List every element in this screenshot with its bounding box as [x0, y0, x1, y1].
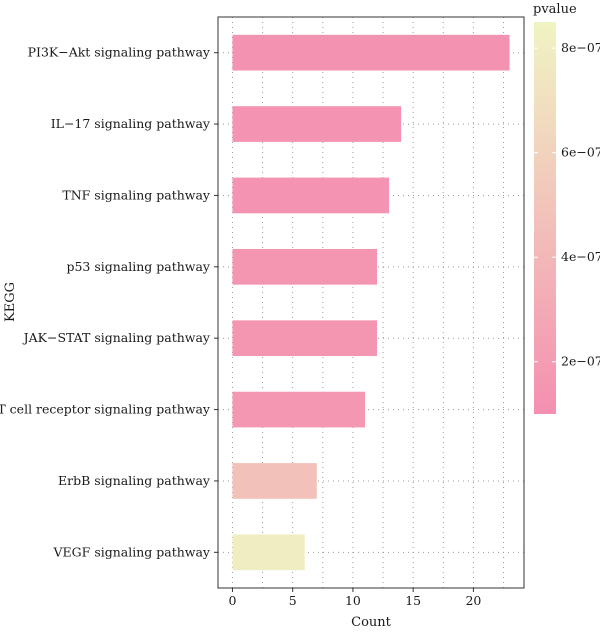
bar [232, 106, 402, 142]
x-tick-label: 10 [345, 593, 361, 608]
plot-panel-border [217, 16, 525, 589]
colorbar-tick-label: 4e−07 [561, 249, 600, 264]
grid-lines [218, 17, 524, 588]
legend-title: pvalue [533, 2, 577, 17]
colorbar-legend: pvalue 2e−07 4e−07 6e−07 8e−07 [533, 2, 600, 414]
colorbar-tick-label: 2e−07 [561, 354, 600, 369]
x-axis-ticks: 0 5 10 15 20 [228, 588, 481, 608]
category-label: ErbB signaling pathway [58, 473, 211, 488]
bars [232, 34, 510, 571]
bar [232, 34, 510, 71]
colorbar-ticks: 2e−07 4e−07 6e−07 8e−07 [534, 40, 600, 369]
x-tick-label: 20 [465, 593, 481, 608]
colorbar-gradient [534, 22, 556, 414]
x-axis-title: Count [351, 615, 392, 630]
y-axis-title: KEGG [3, 282, 18, 322]
category-label: TNF signaling pathway [62, 187, 211, 202]
category-label: IL−17 signaling pathway [51, 116, 211, 131]
x-tick-label: 5 [289, 593, 297, 608]
category-label: T cell receptor signaling pathway [0, 402, 211, 417]
bar [232, 391, 365, 428]
colorbar-tick-label: 6e−07 [561, 145, 600, 160]
category-label: VEGF signaling pathway [53, 544, 211, 559]
category-label: p53 signaling pathway [66, 259, 210, 274]
x-tick-label: 15 [405, 593, 421, 608]
category-label: PI3K−Akt signaling pathway [28, 45, 211, 60]
x-tick-label: 0 [228, 593, 236, 608]
category-labels: PI3K−Akt signaling pathway IL−17 signalin… [0, 45, 218, 559]
bar [232, 463, 317, 499]
bar [232, 177, 390, 214]
category-label: JAK−STAT signaling pathway [22, 330, 211, 345]
bar [232, 248, 378, 285]
bar [232, 320, 378, 357]
bar [232, 534, 305, 571]
colorbar-tick-label: 8e−07 [561, 40, 600, 55]
